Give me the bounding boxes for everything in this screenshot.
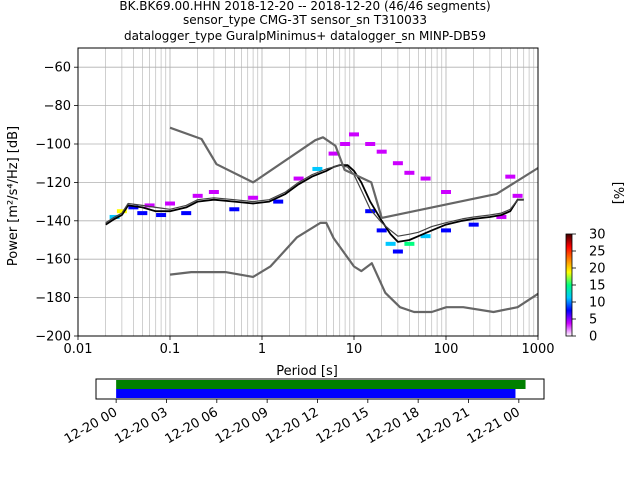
probability-cell [328,151,339,156]
probability-cell [365,142,376,146]
probability-cell [365,209,376,214]
probability-cell [273,199,284,204]
colorbar-tick-label: 0 [589,330,597,345]
x-axis-label: Period [s] [276,364,338,379]
probability-cell [312,166,323,171]
probability-cell [156,213,167,218]
probability-cells [109,132,523,254]
probability-cell [496,214,507,219]
timeline-bar-psd [116,389,516,398]
colorbar-ticks: 0 5 10 15 20 25 30 [572,228,606,345]
curve-mean [105,164,524,237]
timeline-tick-label: 12-20 21 [414,405,472,447]
title-line-2: sensor_type CMG-3T sensor_sn T310033 [183,13,427,27]
colorbar-tick-label: 15 [589,279,606,294]
chart-title: BK.BK69.00.HHN 2018-12-20 -- 2018-12-20 … [119,0,490,43]
colorbar-tick-label: 5 [589,313,597,328]
probability-cell [192,193,203,198]
y-tick-label: −120 [35,176,71,191]
title-line-1: BK.BK69.00.HHN 2018-12-20 -- 2018-12-20 … [119,0,490,13]
title-line-3: datalogger_type GuralpMinimus+ datalogge… [124,29,486,43]
probability-cell [229,207,240,212]
y-tick-label: −140 [35,214,71,229]
probability-cell [116,209,127,214]
probability-cell [144,203,155,208]
probability-cell [392,161,403,166]
probability-cell [505,174,516,179]
curve-nlnm [169,221,539,314]
probability-cell [293,176,304,181]
colorbar-tick-label: 20 [589,262,606,277]
x-tick-label: 100 [434,342,459,357]
timeline-tick-label: 12-20 03 [112,405,170,447]
probability-cell [468,222,479,227]
colorbar-tick-label: 30 [589,228,606,243]
y-axis-label: Power [m²/s⁴/Hz] [dB] [6,126,21,266]
probability-cell [385,241,396,246]
y-tick-label: −180 [35,291,71,306]
x-tick-label: 0.1 [160,342,181,357]
y-tick-label: −200 [35,330,71,345]
timeline-tick-label: 12-20 06 [163,405,221,447]
colorbar-gradient [565,233,573,337]
probability-cell [404,241,415,246]
y-tick-label: −60 [44,61,71,76]
timeline-tick-label: 12-20 00 [62,405,120,447]
grid-lines [77,48,538,337]
probability-cell [349,132,359,137]
x-axis-ticks: 0.01 0.1 1 10 100 1000 [64,336,555,357]
probability-cell [340,142,351,146]
y-tick-label: −80 [44,99,71,114]
probability-cell [128,205,139,210]
y-tick-label: −160 [35,253,71,268]
probability-cell [441,190,451,194]
probability-cell [420,176,431,181]
timeline-tick-label: 12-20 12 [263,405,321,447]
probability-cell [376,228,387,233]
probability-cell [165,201,175,206]
colorbar: 0 5 10 15 20 25 30 [%] [565,182,625,345]
x-tick-label: 10 [346,342,363,357]
colorbar-tick-label: 10 [589,296,606,311]
probability-cell [392,249,403,254]
probability-cell [208,190,219,194]
timeline-tick-label: 12-20 18 [364,405,422,447]
x-tick-label: 0.01 [64,342,93,357]
probability-cell [512,193,523,198]
timeline-bar-data [116,380,526,389]
x-tick-label: 1000 [521,342,554,357]
probability-cell [137,211,148,216]
timeline-tick-label: 12-20 09 [213,405,271,447]
probability-cell [376,149,387,154]
curve-nhnm [169,126,539,219]
y-axis-ticks: −200 −180 −160 −140 −120 −100 −80 −60 [35,61,78,345]
timeline-tick-label: 12-21 00 [465,405,523,447]
probability-cell [404,170,415,175]
colorbar-label: [%] [610,182,625,205]
probability-cell [420,234,431,239]
psd-curves [105,126,539,314]
probability-cell [181,211,192,216]
colorbar-tick-label: 25 [589,245,606,260]
plot-area [77,47,539,337]
timeline-bars [116,380,526,398]
y-tick-label: −100 [35,138,71,153]
timeline-tick-label: 12-20 15 [314,405,372,447]
x-tick-label: 1 [258,342,266,357]
probability-cell [441,228,451,233]
probability-cell [248,195,259,200]
